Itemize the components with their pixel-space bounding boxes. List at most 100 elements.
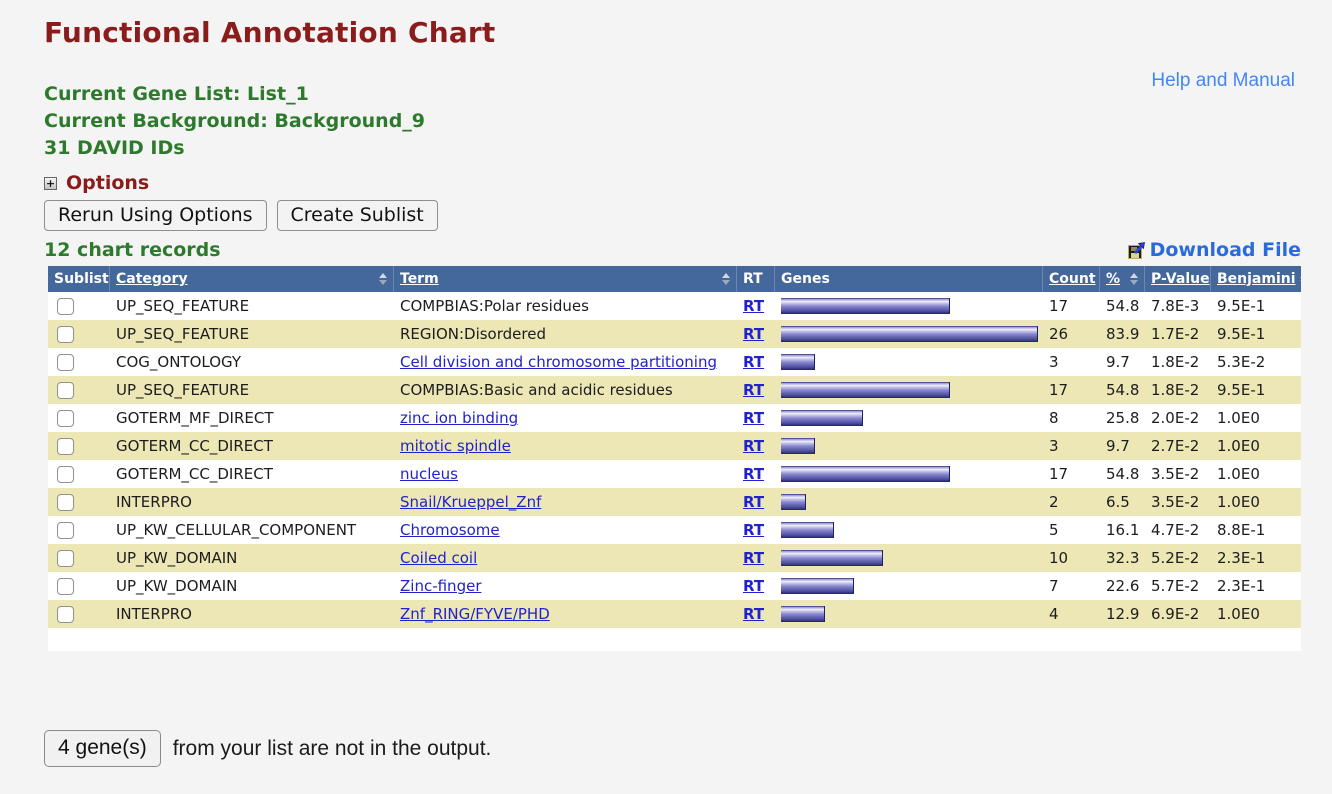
benjamini-cell: 1.0E0: [1211, 437, 1301, 455]
rt-link[interactable]: RT: [743, 409, 764, 427]
percent-cell: 83.9: [1100, 325, 1145, 343]
table-row: GOTERM_CC_DIRECT nucleus RT 17 54.8 3.5E…: [48, 460, 1301, 488]
rt-cell: RT: [737, 577, 775, 595]
list-summary: Current Gene List: List_1 Current Backgr…: [44, 81, 1332, 162]
rt-link[interactable]: RT: [743, 577, 764, 595]
term-text[interactable]: nucleus: [400, 465, 458, 483]
download-file-link[interactable]: Download File: [1128, 239, 1301, 261]
genes-bar[interactable]: [781, 466, 950, 482]
rt-link[interactable]: RT: [743, 325, 764, 343]
percent-cell: 6.5: [1100, 493, 1145, 511]
pvalue-cell: 1.8E-2: [1145, 381, 1211, 399]
header-pvalue[interactable]: P-Value: [1145, 266, 1211, 292]
rt-link[interactable]: RT: [743, 493, 764, 511]
rt-link[interactable]: RT: [743, 465, 764, 483]
term-text[interactable]: Cell division and chromosome partitionin…: [400, 353, 717, 371]
rt-link[interactable]: RT: [743, 297, 764, 315]
floppy-disk-icon: [1128, 242, 1145, 259]
sublist-checkbox[interactable]: [57, 494, 74, 511]
sublist-checkbox[interactable]: [57, 354, 74, 371]
records-row: 12 chart records Download File: [44, 239, 1301, 261]
sublist-checkbox[interactable]: [57, 298, 74, 315]
sublist-checkbox[interactable]: [57, 550, 74, 567]
genes-bar[interactable]: [781, 606, 825, 622]
page-title: Functional Annotation Chart: [44, 16, 1332, 49]
rt-link[interactable]: RT: [743, 437, 764, 455]
genes-bar[interactable]: [781, 550, 883, 566]
genes-bar[interactable]: [781, 522, 834, 538]
sublist-cell: [48, 522, 110, 539]
percent-cell: 25.8: [1100, 409, 1145, 427]
options-toggle[interactable]: Options: [66, 172, 149, 194]
genes-bar[interactable]: [781, 382, 950, 398]
sublist-checkbox[interactable]: [57, 438, 74, 455]
rerun-using-options-button[interactable]: Rerun Using Options: [44, 200, 267, 231]
benjamini-cell: 8.8E-1: [1211, 521, 1301, 539]
term-text[interactable]: Snail/Krueppel_Znf: [400, 493, 541, 511]
genes-cell: [775, 466, 1043, 482]
genes-not-in-output-button[interactable]: 4 gene(s): [44, 730, 161, 767]
category-cell: GOTERM_CC_DIRECT: [110, 437, 394, 455]
sublist-checkbox[interactable]: [57, 410, 74, 427]
genes-bar[interactable]: [781, 298, 950, 314]
genes-bar[interactable]: [781, 326, 1038, 342]
expand-plus-icon[interactable]: +: [44, 177, 57, 190]
percent-cell: 54.8: [1100, 381, 1145, 399]
term-text[interactable]: Chromosome: [400, 521, 500, 539]
header-rt: RT: [737, 266, 775, 292]
percent-cell: 32.3: [1100, 549, 1145, 567]
rt-link[interactable]: RT: [743, 521, 764, 539]
header-term[interactable]: Term: [394, 266, 737, 292]
genes-bar[interactable]: [781, 494, 806, 510]
genes-bar[interactable]: [781, 438, 815, 454]
rt-link[interactable]: RT: [743, 353, 764, 371]
rt-cell: RT: [737, 297, 775, 315]
genes-cell: [775, 606, 1043, 622]
help-and-manual-link[interactable]: Help and Manual: [1151, 70, 1295, 92]
benjamini-cell: 1.0E0: [1211, 409, 1301, 427]
term-text[interactable]: Zinc-finger: [400, 577, 481, 595]
genes-cell: [775, 354, 1043, 370]
header-benjamini[interactable]: Benjamini: [1211, 266, 1301, 292]
category-cell: GOTERM_MF_DIRECT: [110, 409, 394, 427]
genes-cell: [775, 578, 1043, 594]
sublist-cell: [48, 494, 110, 511]
term-text[interactable]: mitotic spindle: [400, 437, 511, 455]
term-text[interactable]: Coiled coil: [400, 549, 477, 567]
rt-link[interactable]: RT: [743, 605, 764, 623]
sublist-checkbox[interactable]: [57, 326, 74, 343]
header-category[interactable]: Category: [110, 266, 394, 292]
sublist-checkbox[interactable]: [57, 578, 74, 595]
rt-link[interactable]: RT: [743, 549, 764, 567]
rt-link[interactable]: RT: [743, 381, 764, 399]
sort-icon: [722, 273, 730, 285]
rt-cell: RT: [737, 521, 775, 539]
pvalue-cell: 5.7E-2: [1145, 577, 1211, 595]
benjamini-cell: 9.5E-1: [1211, 325, 1301, 343]
sublist-checkbox[interactable]: [57, 466, 74, 483]
percent-cell: 22.6: [1100, 577, 1145, 595]
term-cell: Cell division and chromosome partitionin…: [394, 353, 737, 371]
sublist-checkbox[interactable]: [57, 522, 74, 539]
count-cell: 10: [1043, 549, 1100, 567]
footer-note: 4 gene(s) from your list are not in the …: [44, 730, 491, 767]
header-sublist[interactable]: Sublist: [48, 266, 110, 292]
genes-bar[interactable]: [781, 410, 863, 426]
term-cell: nucleus: [394, 465, 737, 483]
term-cell: mitotic spindle: [394, 437, 737, 455]
pvalue-cell: 3.5E-2: [1145, 493, 1211, 511]
header-count[interactable]: Count: [1043, 266, 1100, 292]
sublist-checkbox[interactable]: [57, 382, 74, 399]
table-row: UP_KW_CELLULAR_COMPONENT Chromosome RT 5…: [48, 516, 1301, 544]
header-percent[interactable]: %: [1100, 266, 1145, 292]
create-sublist-button[interactable]: Create Sublist: [277, 200, 438, 231]
sublist-cell: [48, 466, 110, 483]
term-text[interactable]: zinc ion binding: [400, 409, 518, 427]
benjamini-cell: 2.3E-1: [1211, 577, 1301, 595]
sublist-checkbox[interactable]: [57, 606, 74, 623]
count-cell: 7: [1043, 577, 1100, 595]
genes-bar[interactable]: [781, 578, 854, 594]
pvalue-cell: 1.8E-2: [1145, 353, 1211, 371]
term-text[interactable]: Znf_RING/FYVE/PHD: [400, 605, 550, 623]
genes-bar[interactable]: [781, 354, 815, 370]
